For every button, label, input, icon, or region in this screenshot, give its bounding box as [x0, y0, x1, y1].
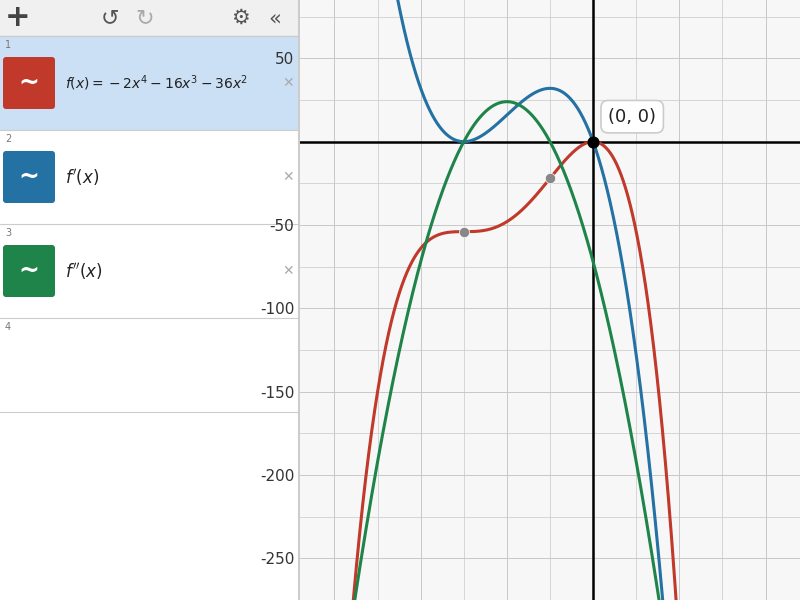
Text: $f'(x)$: $f'(x)$ [65, 166, 99, 187]
Text: ~: ~ [18, 165, 39, 189]
Text: ~: ~ [18, 71, 39, 95]
FancyBboxPatch shape [3, 57, 55, 109]
Text: «: « [269, 8, 282, 28]
Text: $f''(x)$: $f''(x)$ [65, 260, 102, 281]
Text: ✕: ✕ [282, 170, 294, 184]
Text: 2: 2 [5, 134, 11, 144]
Bar [0, 0, 300, 36]
Text: (0, 0): (0, 0) [608, 107, 656, 125]
Text: 4: 4 [5, 322, 11, 332]
Text: 1: 1 [5, 40, 11, 50]
FancyBboxPatch shape [3, 245, 55, 297]
Text: ⚙: ⚙ [230, 8, 250, 28]
Text: $f(x)=-2x^4-16x^3-36x^2$: $f(x)=-2x^4-16x^3-36x^2$ [65, 73, 248, 93]
Point [458, 227, 470, 236]
Text: ✕: ✕ [282, 76, 294, 90]
Bar [0, 318, 300, 412]
Point [544, 173, 557, 183]
Text: ↻: ↻ [136, 8, 154, 28]
Text: +: + [5, 4, 31, 32]
Text: ↺: ↺ [101, 8, 119, 28]
Bar [0, 224, 300, 318]
Text: ✕: ✕ [282, 264, 294, 278]
Bar [0, 130, 300, 224]
FancyBboxPatch shape [3, 151, 55, 203]
Bar [0, 36, 300, 130]
Point [586, 137, 599, 146]
Text: ~: ~ [18, 259, 39, 283]
Text: 3: 3 [5, 228, 11, 238]
